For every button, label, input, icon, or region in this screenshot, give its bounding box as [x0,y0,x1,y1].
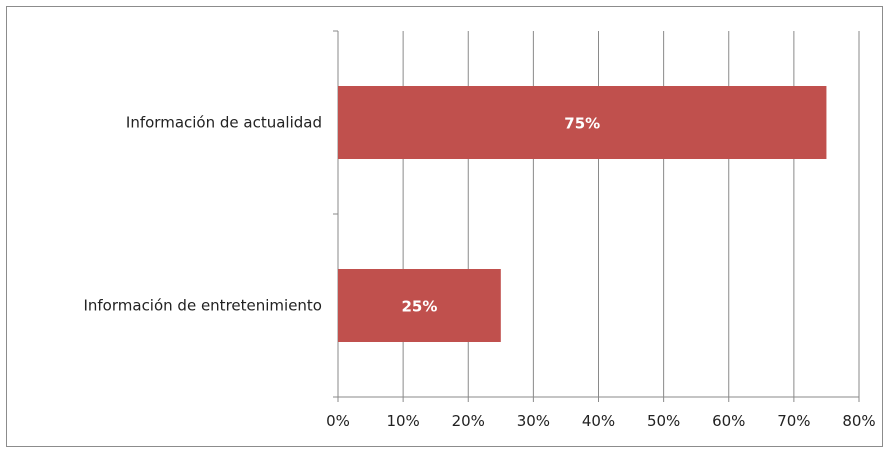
x-tick-label: 40% [582,412,615,430]
x-tick-label: 70% [777,412,810,430]
x-tick-labels: 0% 10% 20% 30% 40% 50% 60% 70% 80% [326,412,876,430]
category-axis [333,31,859,397]
data-label: 75% [564,115,600,133]
x-tick-label: 80% [842,412,875,430]
x-tick-label: 20% [452,412,485,430]
x-tick-label: 10% [386,412,419,430]
category-labels: Información de actualidad Información de … [83,114,322,315]
data-label: 25% [401,298,437,316]
x-tick-label: 50% [647,412,680,430]
x-tick-label: 0% [326,412,350,430]
category-label: Información de entretenimiento [83,297,322,315]
category-label: Información de actualidad [126,114,322,132]
x-tick-label: 30% [517,412,550,430]
x-tick-label: 60% [712,412,745,430]
bars: 75% 25% [338,86,826,342]
